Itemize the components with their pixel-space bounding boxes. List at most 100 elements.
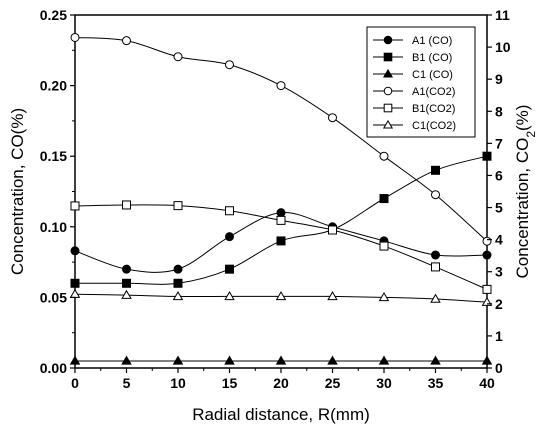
y-right-tick-label: 4	[495, 232, 503, 248]
data-point	[70, 32, 80, 42]
legend-marker	[382, 68, 394, 78]
y-axis-right-label-sub: 2	[524, 131, 538, 138]
legend-label: A1 (CO)	[412, 35, 452, 47]
data-point	[482, 151, 492, 161]
data-point	[430, 293, 441, 303]
y-left-tick-label: 0.20	[40, 78, 67, 94]
y-axis-right: 0 1 2 3 4 5 6 7 8 9 10 11	[487, 7, 511, 376]
data-point	[225, 60, 234, 70]
series-c1-co2	[69, 288, 493, 306]
x-tick-label: 35	[428, 375, 444, 391]
data-point	[122, 278, 131, 288]
data-point	[275, 355, 287, 365]
data-point	[327, 355, 338, 365]
y-right-tick-label: 1	[495, 328, 503, 344]
legend-label: B1(CO2)	[412, 103, 455, 115]
data-point	[121, 289, 132, 299]
data-point	[225, 232, 234, 242]
legend-marker	[383, 52, 393, 62]
data-point	[122, 200, 131, 210]
legend-label: A1(CO2)	[412, 86, 455, 98]
y-right-tick-label: 5	[495, 200, 503, 216]
x-tick-label: 25	[325, 375, 341, 391]
x-tick-label: 20	[273, 375, 289, 391]
y-left-tick-label: 0.25	[40, 7, 67, 23]
data-point	[378, 292, 390, 302]
series-c1-co	[69, 355, 493, 365]
x-tick-label: 30	[376, 375, 392, 391]
data-point	[328, 113, 337, 123]
data-point	[431, 262, 440, 272]
y-right-tick-label: 10	[495, 39, 511, 55]
data-point	[173, 52, 183, 62]
y-right-tick-label: 0	[495, 360, 503, 376]
data-point	[276, 81, 286, 91]
data-point	[224, 355, 235, 365]
legend-item: A1 (CO)	[373, 35, 452, 47]
legend-label: C1(CO2)	[412, 120, 456, 132]
data-point	[378, 355, 390, 365]
legend-box	[366, 26, 476, 138]
y-left-tick-label: 0.10	[40, 219, 67, 235]
data-point	[69, 355, 81, 365]
x-tick-label: 40	[479, 375, 495, 391]
y-right-tick-label: 7	[495, 135, 503, 151]
series-layer	[69, 32, 493, 365]
data-point	[328, 225, 337, 235]
data-point	[173, 201, 183, 211]
data-point	[121, 355, 132, 365]
y-axis-right-label: Concentration, CO2(%)	[513, 105, 538, 279]
y-axis-left: 0.00 0.05 0.10 0.15 0.20 0.25	[40, 7, 75, 376]
data-point	[431, 190, 440, 200]
legend-label: B1 (CO)	[412, 52, 452, 64]
data-point	[276, 215, 286, 225]
legend-item: C1(CO2)	[373, 119, 456, 132]
legend-label: C1 (CO)	[412, 69, 453, 81]
data-point	[173, 264, 183, 274]
y-right-tick-label: 2	[495, 296, 503, 312]
data-point	[379, 194, 389, 204]
y-right-tick-label: 9	[495, 71, 503, 87]
legend-marker	[383, 103, 393, 113]
data-point	[70, 201, 80, 211]
data-point	[276, 208, 286, 218]
x-axis: 0 5 10 15 20 25 30 35 40	[71, 368, 495, 391]
legend-item: C1 (CO)	[373, 68, 453, 81]
data-point	[172, 291, 184, 301]
data-point	[482, 236, 492, 246]
y-right-tick-label: 3	[495, 264, 503, 280]
data-point	[482, 250, 492, 260]
legend-marker	[382, 119, 394, 129]
data-point	[327, 291, 338, 301]
data-point	[69, 288, 81, 298]
data-point	[224, 291, 235, 301]
legend-marker	[383, 35, 393, 45]
y-right-tick-label: 8	[495, 103, 503, 119]
data-point	[430, 355, 441, 365]
y-left-tick-label: 0.00	[40, 360, 67, 376]
data-point	[173, 278, 183, 288]
y-axis-left-label: Concentration, CO(%)	[8, 108, 27, 275]
data-point	[481, 355, 493, 365]
y-right-tick-label: 6	[495, 167, 503, 183]
data-point	[482, 284, 492, 294]
data-point	[276, 236, 286, 246]
data-point	[379, 151, 389, 161]
data-point	[122, 264, 131, 274]
x-tick-label: 5	[123, 375, 131, 391]
y-right-tick-label: 11	[495, 7, 510, 23]
data-point	[275, 291, 287, 301]
x-tick-label: 15	[222, 375, 238, 391]
data-point	[225, 264, 234, 274]
data-point	[70, 246, 80, 256]
data-point	[70, 278, 80, 288]
data-point	[122, 36, 131, 46]
x-tick-label: 0	[71, 375, 79, 391]
legend-item: B1 (CO)	[373, 52, 452, 64]
data-point	[172, 355, 184, 365]
series-a1-co2	[70, 32, 492, 246]
y-axis-right-label-tail: (%)	[513, 105, 532, 131]
data-point	[379, 241, 389, 251]
x-axis-label: Radial distance, R(mm)	[192, 405, 370, 424]
